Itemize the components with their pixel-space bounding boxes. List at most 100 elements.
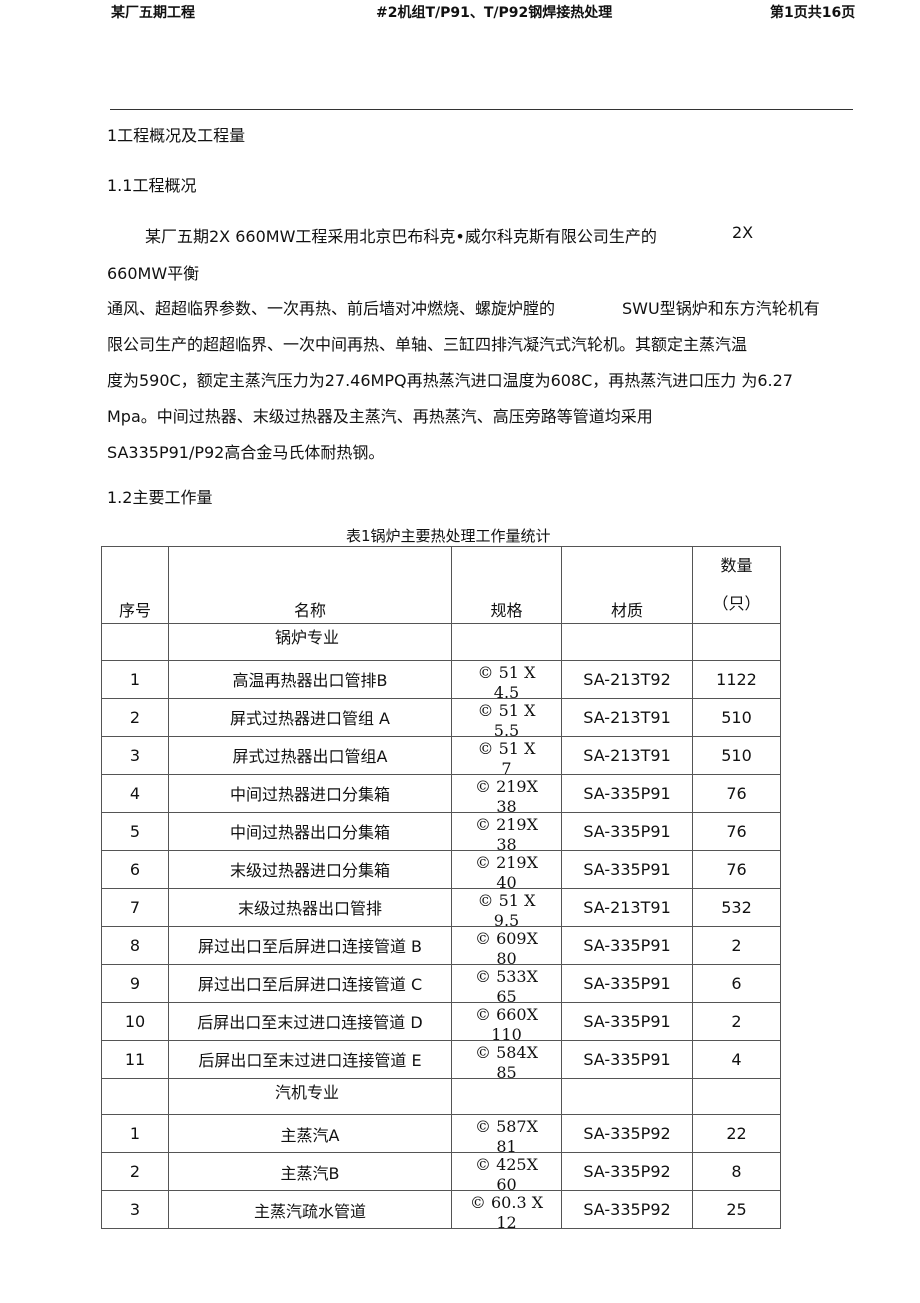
header-cell: 规格 xyxy=(451,546,562,624)
table-row: 汽机专业 xyxy=(101,1077,781,1116)
header-center: #2机组T/P91、T/P92钢焊接热处理 xyxy=(376,5,613,21)
cell: 屏式过热器出口管组A xyxy=(168,735,452,775)
cell xyxy=(101,1077,169,1116)
spec-text: 110 xyxy=(491,1024,522,1040)
cell: 6 xyxy=(692,963,781,1003)
paragraph-text: 度为590C，额定主蒸汽压力为27.46MPQ再热蒸汽进口温度为608C，再热蒸… xyxy=(107,371,793,390)
cell xyxy=(451,1077,562,1116)
spec-box: © 219X 40 xyxy=(453,851,561,888)
cell: SA-335P91 xyxy=(561,1039,693,1079)
cell: 后屏出口至末过进口连接管道 E xyxy=(168,1039,452,1079)
spec-text: © 60.3 X xyxy=(469,1193,544,1213)
cell: © 660X 110 xyxy=(451,1001,562,1041)
header-cell: 序号 xyxy=(101,546,169,624)
spec-box: © 587X 81 xyxy=(453,1116,561,1153)
cell xyxy=(451,623,562,661)
cell: 高温再热器出口管排B xyxy=(168,659,452,699)
spec-text: © 51 X xyxy=(477,700,536,720)
cell: 主蒸汽A xyxy=(168,1114,452,1154)
cell: SA-213T92 xyxy=(561,659,693,699)
cell: 76 xyxy=(692,773,781,813)
cell: 屏过出口至后屏进口连接管道 B xyxy=(168,925,452,965)
cell xyxy=(692,1077,781,1116)
spec-text: © 219X xyxy=(474,776,538,796)
paragraph-text: SA335P91/P92高合金马氏体耐热钢。 xyxy=(107,443,385,462)
spec-text: 38 xyxy=(496,796,517,812)
spec-box: © 660X 110 xyxy=(453,1003,561,1040)
cell: 4 xyxy=(101,773,169,813)
spec-text: © 587X xyxy=(474,1117,538,1137)
spec-text: © 425X xyxy=(474,1155,538,1175)
cell: 8 xyxy=(101,925,169,965)
spec-text: © 51 X xyxy=(477,738,536,758)
table-row: 3 屏式过热器出口管组A © 51 X 7 SA-213T91 510 xyxy=(101,735,781,775)
cell: © 51 X 4.5 xyxy=(451,659,562,699)
table-row: 9 屏过出口至后屏进口连接管道 C © 533X 65 SA-335P91 6 xyxy=(101,963,781,1003)
cell: 11 xyxy=(101,1039,169,1079)
heading: 1工程概况及工程量 xyxy=(107,126,246,145)
spec-box: © 219X 38 xyxy=(453,775,561,812)
cell: 屏过出口至后屏进口连接管道 C xyxy=(168,963,452,1003)
table-row: 2 主蒸汽B © 425X 60 SA-335P92 8 xyxy=(101,1152,781,1192)
cell: SA-335P91 xyxy=(561,963,693,1003)
section-cell: 汽机专业 xyxy=(168,1077,452,1116)
cell: 532 xyxy=(692,887,781,927)
spec-text: 80 xyxy=(496,948,517,964)
cell: 末级过热器出口管排 xyxy=(168,887,452,927)
spec-text: © 533X xyxy=(474,966,538,986)
cell: 1 xyxy=(101,659,169,699)
spec-text: © 219X xyxy=(474,852,538,872)
header-rule xyxy=(110,109,853,110)
cell: SA-335P92 xyxy=(561,1152,693,1192)
cell: 8 xyxy=(692,1152,781,1192)
table-row: 锅炉专业 xyxy=(101,623,781,661)
cell: SA-335P91 xyxy=(561,925,693,965)
table-row: 6 末级过热器进口分集箱 © 219X 40 SA-335P91 76 xyxy=(101,849,781,889)
cell: © 51 X 5.5 xyxy=(451,697,562,737)
cell xyxy=(561,623,693,661)
cell xyxy=(561,1077,693,1116)
cell: 中间过热器进口分集箱 xyxy=(168,773,452,813)
paragraph-text: 660MW平衡 xyxy=(107,264,200,283)
cell: SA-335P92 xyxy=(561,1190,693,1230)
header-row: 序号 名称 规格 材质 数量 （只） xyxy=(101,546,781,624)
spec-text: 40 xyxy=(496,872,517,888)
spec-text: 85 xyxy=(496,1062,517,1078)
spec-text: © 584X xyxy=(474,1042,538,1062)
spec-text: © 51 X xyxy=(477,662,536,682)
cell: © 533X 65 xyxy=(451,963,562,1003)
spec-box: © 51 X 9.5 xyxy=(453,889,561,926)
table-row: 2 屏式过热器进口管组 A © 51 X 5.5 SA-213T91 510 xyxy=(101,697,781,737)
cell: SA-213T91 xyxy=(561,735,693,775)
cell: © 219X 38 xyxy=(451,811,562,851)
cell: 1 xyxy=(101,1114,169,1154)
cell: 2 xyxy=(692,925,781,965)
cell: 7 xyxy=(101,887,169,927)
table: 序号 名称 规格 材质 数量 （只） 锅炉专业 1 高温再热器出口管排B © 51 X 4.5 SA-… xyxy=(101,546,781,1230)
section-cell: 锅炉专业 xyxy=(168,623,452,661)
header-cell: 数量 （只） xyxy=(692,546,781,624)
header-text: （只） xyxy=(712,594,761,613)
cell: SA-335P91 xyxy=(561,849,693,889)
cell: 22 xyxy=(692,1114,781,1154)
spec-box: © 584X 85 xyxy=(453,1041,561,1078)
cell xyxy=(692,623,781,661)
cell: 2 xyxy=(101,1152,169,1192)
cell: 主蒸汽疏水管道 xyxy=(168,1190,452,1230)
spec-text: © 219X xyxy=(474,814,538,834)
table-caption: 表1锅炉主要热处理工作量统计 xyxy=(346,527,551,545)
cell: SA-335P92 xyxy=(561,1114,693,1154)
spec-text: 81 xyxy=(496,1137,517,1153)
cell: © 51 X 9.5 xyxy=(451,887,562,927)
cell: 中间过热器出口分集箱 xyxy=(168,811,452,851)
cell: 9 xyxy=(101,963,169,1003)
table-row: 11 后屏出口至末过进口连接管道 E © 584X 85 SA-335P91 4 xyxy=(101,1039,781,1079)
cell: 2 xyxy=(101,697,169,737)
paragraph-text: 某厂五期2X 660MW工程采用北京巴布科克•威尔科克斯有限公司生产的 xyxy=(145,227,657,246)
header-cell: 名称 xyxy=(168,546,452,624)
cell: © 219X 38 xyxy=(451,773,562,813)
spec-box: © 60.3 X 12 xyxy=(453,1192,561,1228)
spec-box: © 609X 80 xyxy=(453,927,561,964)
